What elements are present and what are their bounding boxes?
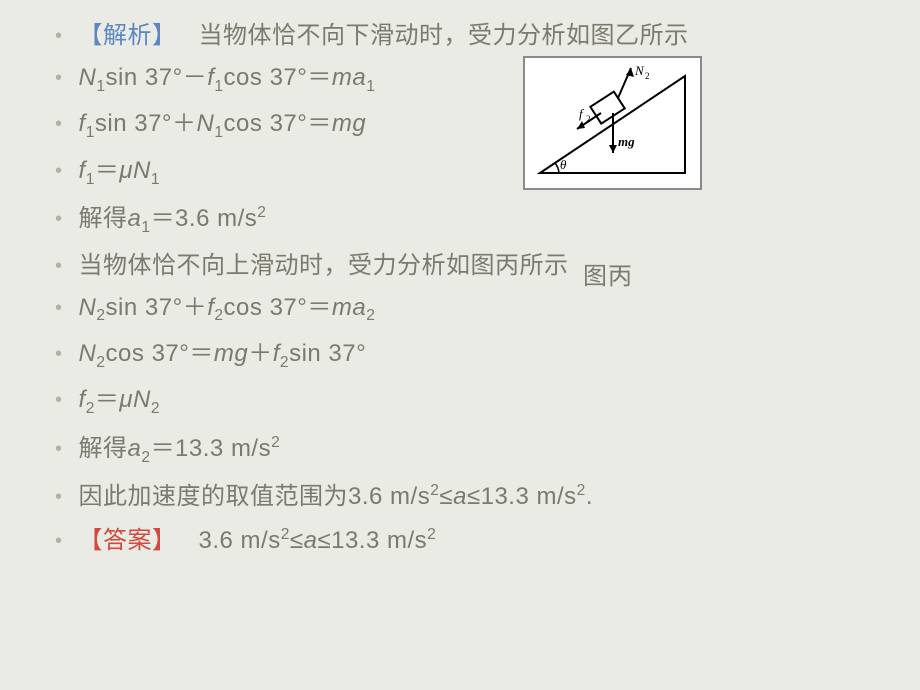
- line-8: • N2cos 37°＝mg＋f2sin 37°: [55, 342, 890, 370]
- analysis-label: 【解析】: [79, 22, 177, 49]
- bullet-icon: •: [55, 487, 63, 507]
- line-1-content: 【解析】当物体恰不向下滑动时，受力分析如图乙所示: [79, 24, 890, 48]
- bullet-icon: •: [55, 68, 63, 88]
- line-4: • f1＝μN1: [55, 159, 890, 187]
- bullet-icon: •: [55, 256, 63, 276]
- bullet-icon: •: [55, 209, 63, 229]
- figure-frame: N 2 f 2 mg θ: [523, 56, 702, 190]
- line-1-text: 当物体恰不向下滑动时，受力分析如图乙所示: [199, 22, 689, 49]
- line-2: • N1sin 37°－f1cos 37°＝ma1: [55, 66, 890, 94]
- line-5: • 解得a1＝3.6 m/s2: [55, 205, 890, 235]
- bullet-icon: •: [55, 439, 63, 459]
- figure-丙: N 2 f 2 mg θ 图丙: [523, 56, 702, 190]
- line-3-content: f1sin 37°＋N1cos 37°＝mg: [79, 112, 890, 140]
- line-7: • N2sin 37°＋f2cos 37°＝ma2: [55, 296, 890, 324]
- line-1: • 【解析】当物体恰不向下滑动时，受力分析如图乙所示: [55, 24, 890, 48]
- bullet-icon: •: [55, 344, 63, 364]
- line-10-content: 解得a2＝13.3 m/s2: [79, 435, 890, 465]
- vector-mg-label: mg: [618, 134, 635, 149]
- bullet-icon: •: [55, 531, 63, 551]
- line-12-text: 3.6 m/s2≤a≤13.3 m/s2: [199, 527, 437, 554]
- bullet-icon: •: [55, 26, 63, 46]
- line-6-content: 当物体恰不向上滑动时，受力分析如图丙所示: [79, 254, 890, 278]
- answer-label: 【答案】: [79, 527, 177, 554]
- bullet-icon: •: [55, 298, 63, 318]
- bullet-icon: •: [55, 390, 63, 410]
- line-3: • f1sin 37°＋N1cos 37°＝mg: [55, 112, 890, 140]
- line-5-content: 解得a1＝3.6 m/s2: [79, 205, 890, 235]
- angle-theta-label: θ: [560, 157, 567, 172]
- slide: • 【解析】当物体恰不向下滑动时，受力分析如图乙所示 • N1sin 37°－f…: [0, 0, 920, 690]
- line-9-content: f2＝μN2: [79, 388, 890, 416]
- svg-text:2: 2: [586, 114, 591, 124]
- line-11: • 因此加速度的取值范围为3.6 m/s2≤a≤13.3 m/s2.: [55, 483, 890, 509]
- line-6: • 当物体恰不向上滑动时，受力分析如图丙所示: [55, 254, 890, 278]
- bullet-icon: •: [55, 161, 63, 181]
- line-2-content: N1sin 37°－f1cos 37°＝ma1: [79, 66, 890, 94]
- svg-text:2: 2: [645, 71, 650, 81]
- bullet-icon: •: [55, 114, 63, 134]
- line-10: • 解得a2＝13.3 m/s2: [55, 435, 890, 465]
- vector-f2-label: f: [579, 106, 585, 121]
- line-8-content: N2cos 37°＝mg＋f2sin 37°: [79, 342, 890, 370]
- line-9: • f2＝μN2: [55, 388, 890, 416]
- line-11-content: 因此加速度的取值范围为3.6 m/s2≤a≤13.3 m/s2.: [79, 483, 890, 509]
- figure-caption: 图丙: [583, 256, 633, 291]
- line-4-content: f1＝μN1: [79, 159, 890, 187]
- line-12: • 【答案】 3.6 m/s2≤a≤13.3 m/s2: [55, 527, 890, 553]
- line-7-content: N2sin 37°＋f2cos 37°＝ma2: [79, 296, 890, 324]
- vector-N2-label: N: [634, 63, 645, 78]
- incline-diagram-icon: N 2 f 2 mg θ: [525, 58, 700, 188]
- line-12-content: 【答案】 3.6 m/s2≤a≤13.3 m/s2: [79, 527, 890, 553]
